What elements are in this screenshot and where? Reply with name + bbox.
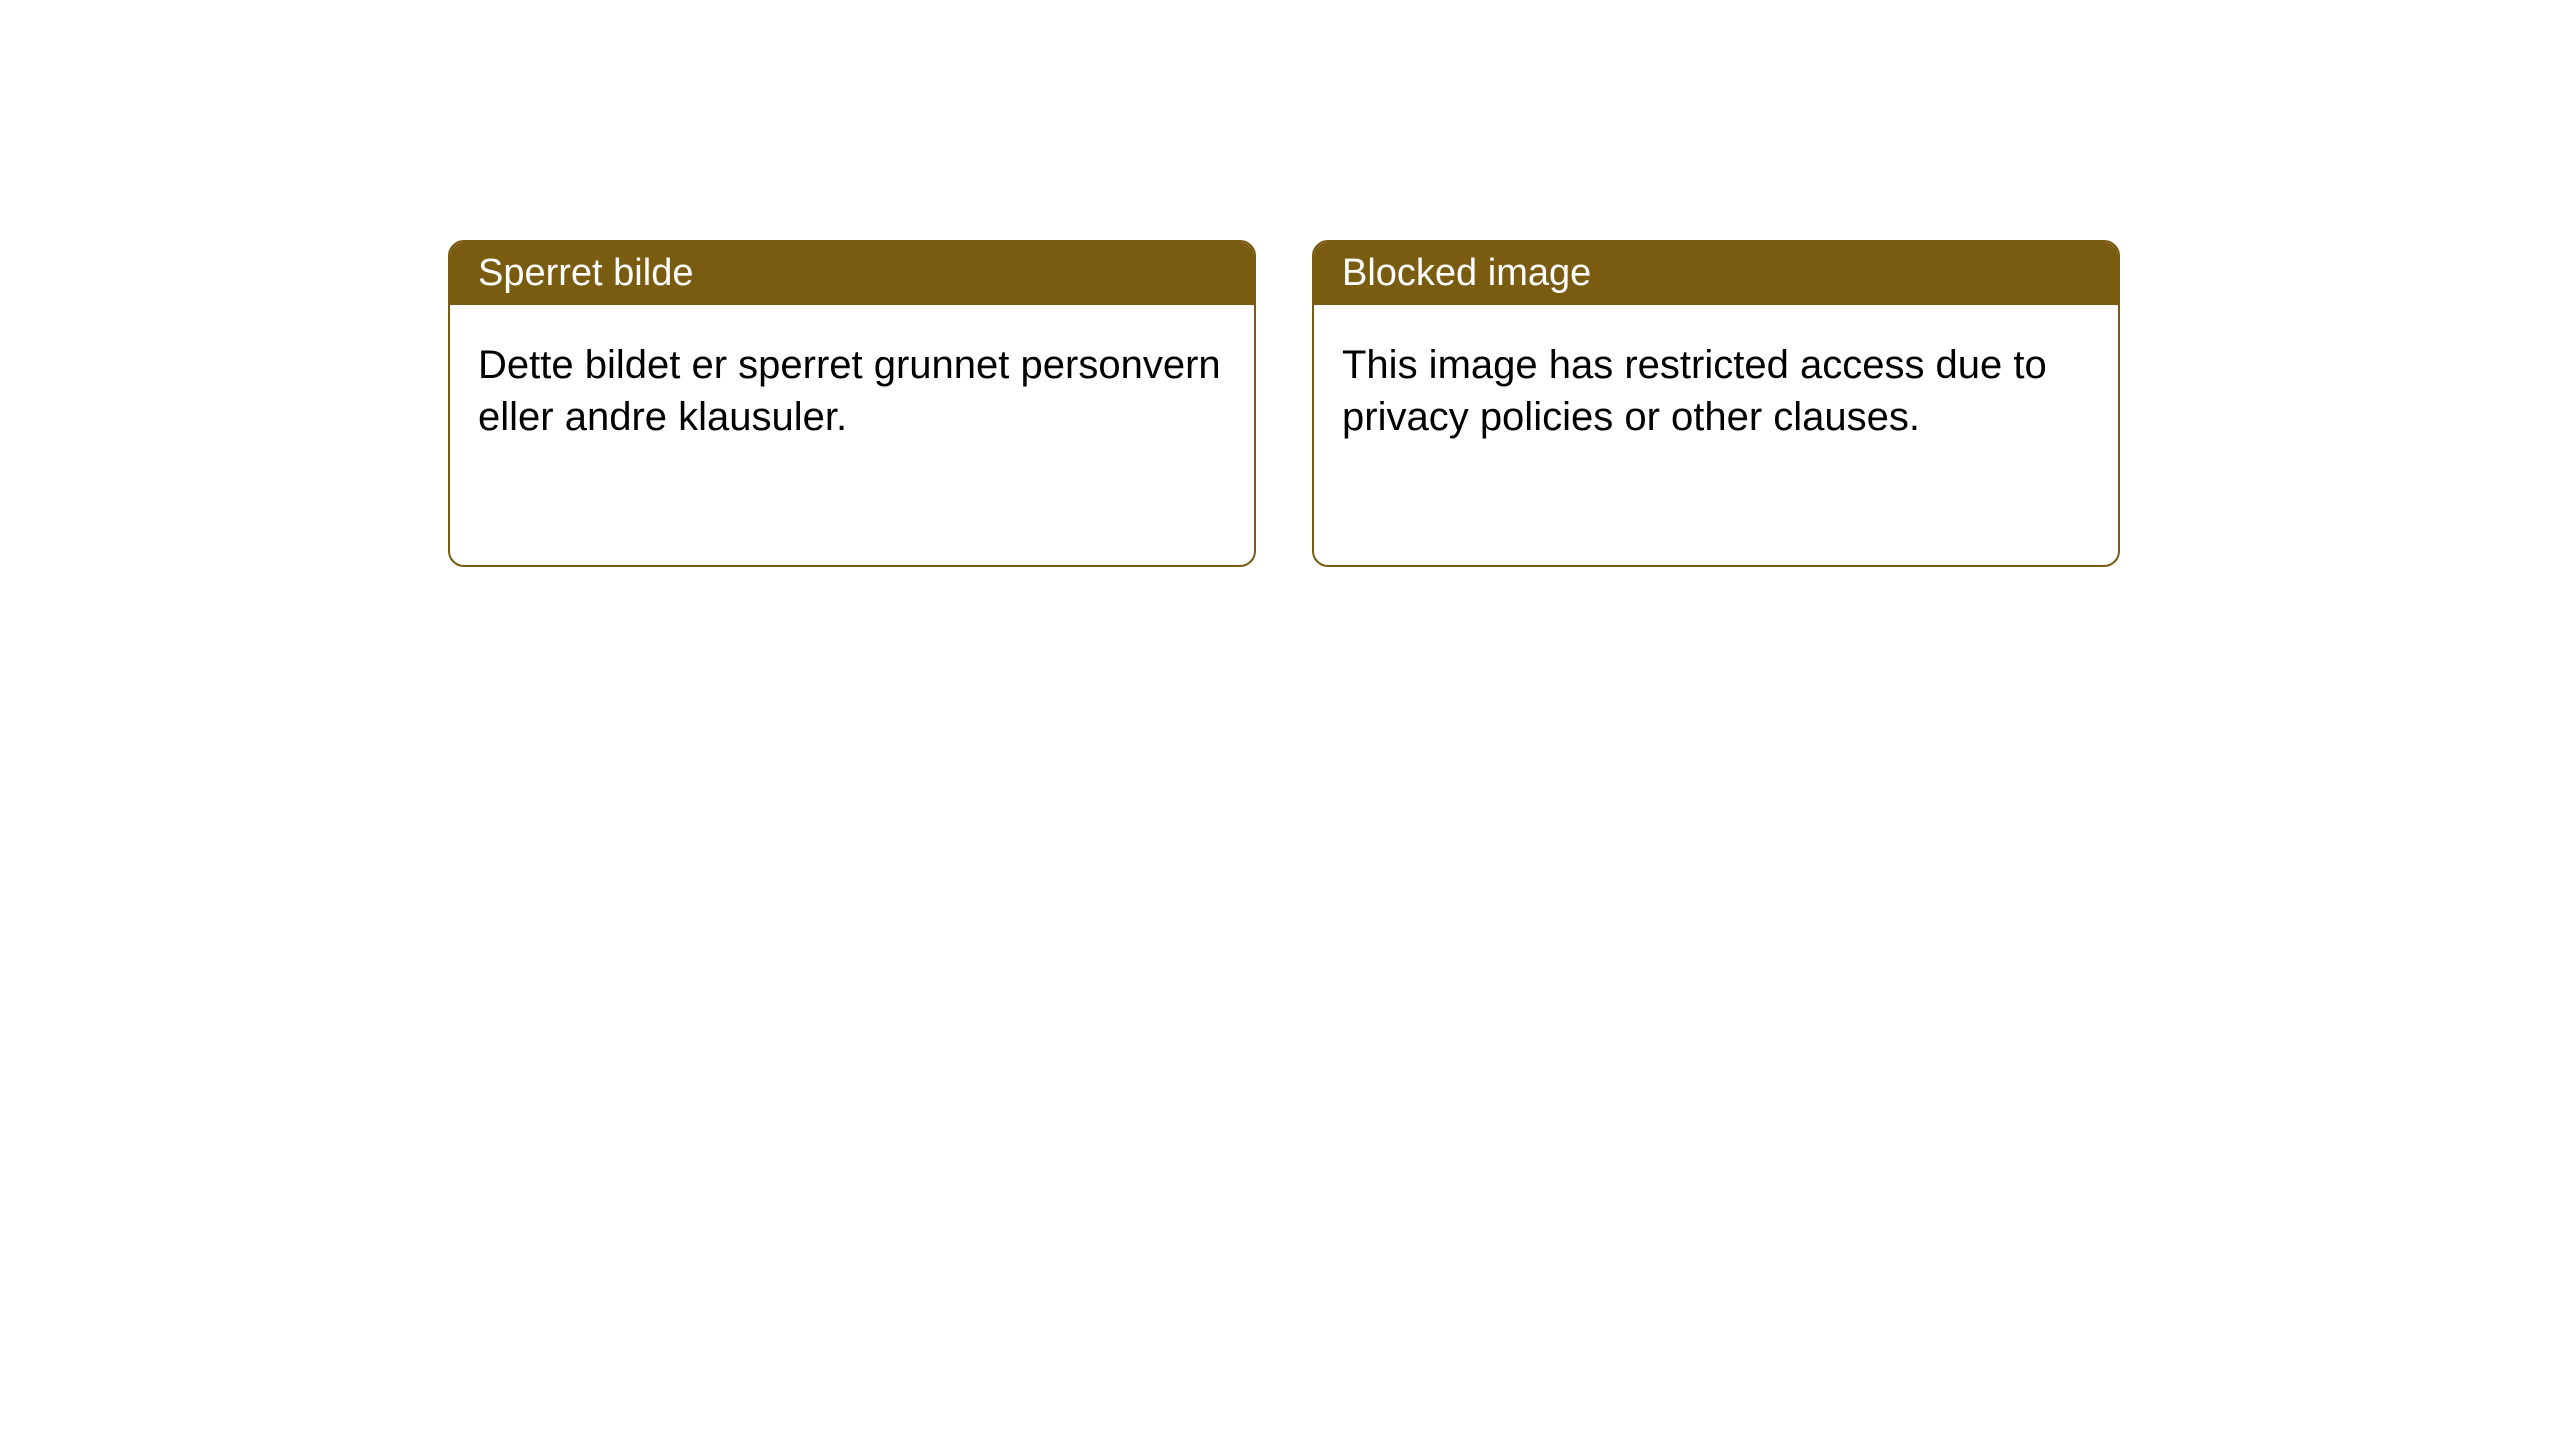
blocked-image-card-en: Blocked image This image has restricted …	[1312, 240, 2120, 567]
card-title: Blocked image	[1342, 252, 1591, 294]
notice-container: Sperret bilde Dette bildet er sperret gr…	[448, 240, 2120, 567]
blocked-image-card-no: Sperret bilde Dette bildet er sperret gr…	[448, 240, 1256, 567]
card-body: Dette bildet er sperret grunnet personve…	[450, 305, 1254, 565]
card-body-text: This image has restricted access due to …	[1342, 343, 2047, 439]
card-title: Sperret bilde	[478, 252, 693, 294]
card-body-text: Dette bildet er sperret grunnet personve…	[478, 343, 1221, 439]
card-header: Blocked image	[1314, 242, 2118, 305]
card-body: This image has restricted access due to …	[1314, 305, 2118, 565]
card-header: Sperret bilde	[450, 242, 1254, 305]
